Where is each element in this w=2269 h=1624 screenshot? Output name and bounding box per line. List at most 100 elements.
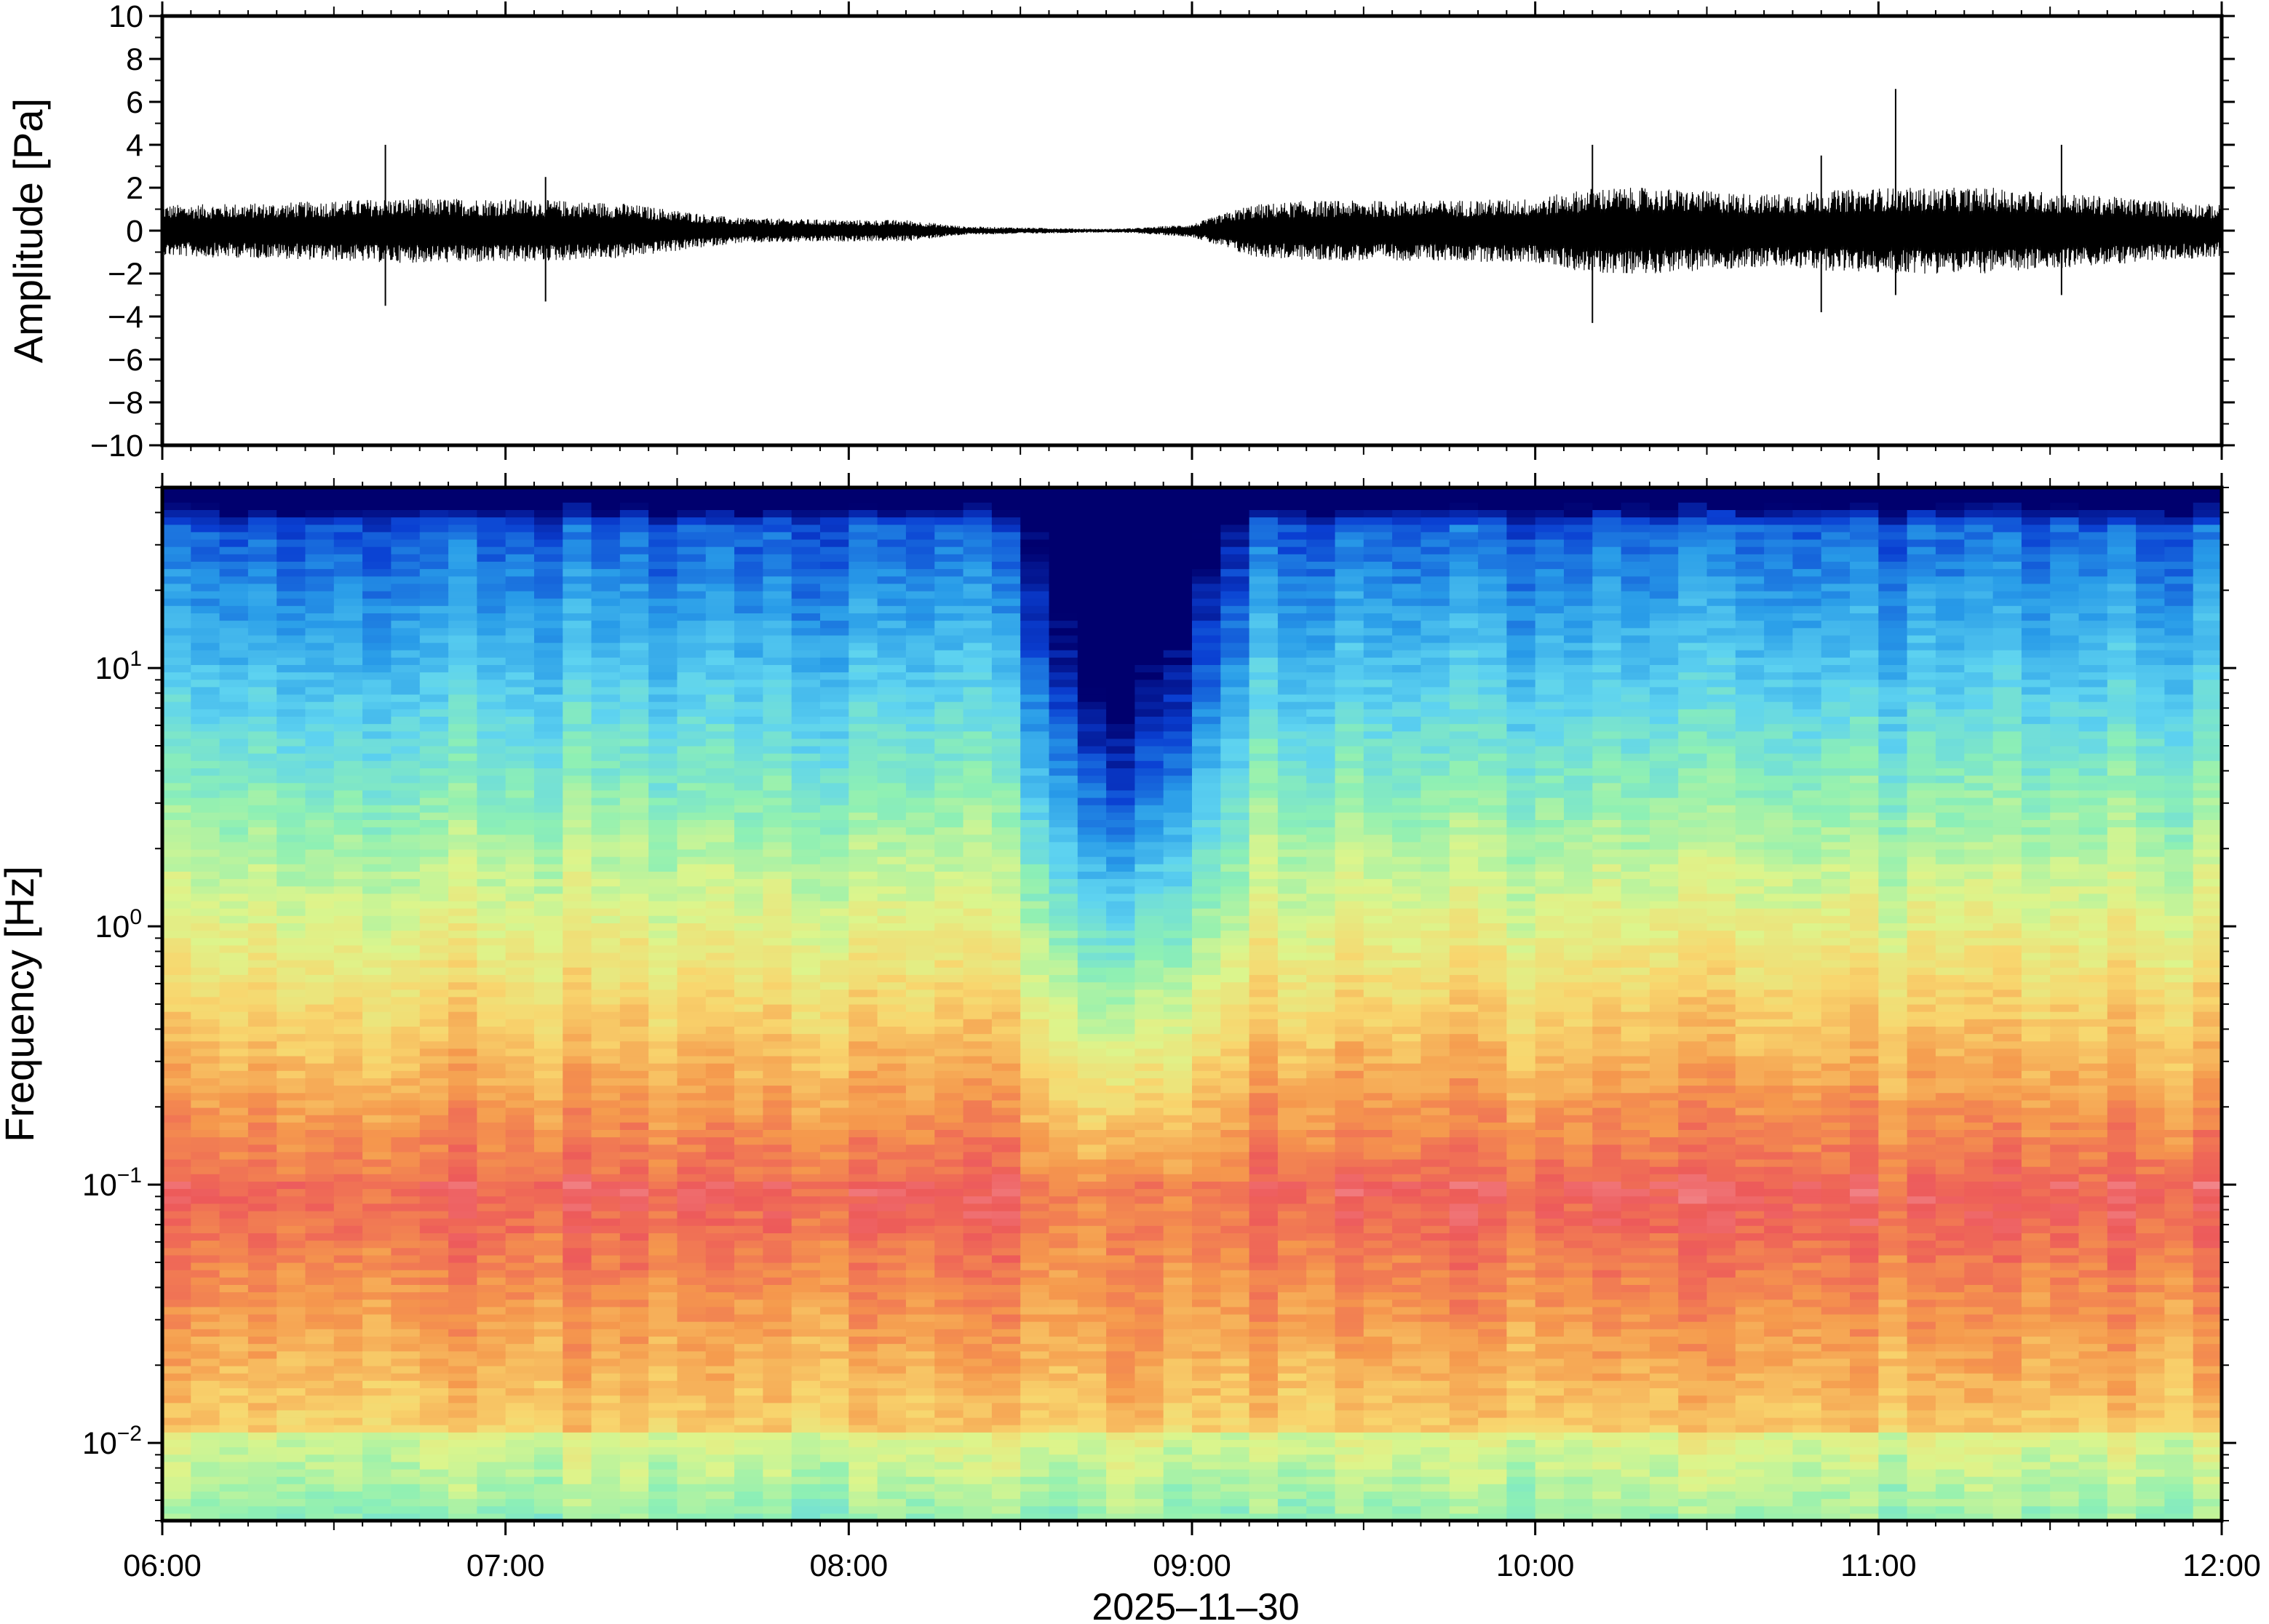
spectrogram-cell <box>820 915 849 923</box>
spectrogram-cell <box>619 1395 649 1404</box>
spectrogram-cell <box>677 1476 707 1484</box>
spectrogram-cell <box>534 746 563 754</box>
spectrogram-cell <box>162 974 191 983</box>
spectrogram-cell <box>677 1225 707 1233</box>
spectrogram-cell <box>333 1019 363 1027</box>
spectrogram-cell <box>391 908 421 916</box>
spectrogram-cell <box>734 694 763 702</box>
spectrogram-cell <box>648 524 678 533</box>
spectrogram-cell <box>1106 885 1135 894</box>
spectrogram-cell <box>591 775 621 784</box>
spectrogram-cell <box>648 1358 678 1366</box>
spectrogram-cell <box>820 1240 849 1249</box>
spectrogram-cell <box>963 878 993 887</box>
spectrogram-cell <box>305 885 335 894</box>
spectrogram-cell <box>791 1011 821 1019</box>
spectrogram-cell <box>820 531 849 540</box>
spectrogram-cell <box>247 753 277 761</box>
spectrogram-cell <box>419 1203 449 1211</box>
spectrogram-cell <box>448 731 477 739</box>
spectrogram-cell <box>391 812 421 820</box>
spectrogram-cell <box>1049 598 1078 606</box>
spectrogram-cell <box>534 1085 563 1094</box>
spectrogram-cell <box>963 1107 993 1115</box>
spectrogram-cell <box>391 1314 421 1322</box>
spectrogram-cell <box>563 495 592 503</box>
spectrogram-cell <box>448 1092 477 1101</box>
spectrogram-cell <box>619 642 649 650</box>
spectrogram-cell <box>648 1004 678 1012</box>
spectrogram-cell <box>791 1099 821 1108</box>
spectrogram-cell <box>877 1254 907 1263</box>
spectrogram-cell <box>391 930 421 939</box>
spectrogram-cell <box>820 1070 849 1078</box>
spectrogram-cell <box>448 1188 477 1197</box>
spectrogram-cell <box>849 1284 878 1293</box>
spectrogram-cell <box>191 664 220 673</box>
spectrogram-cell <box>1106 613 1135 621</box>
spectrogram-cell <box>820 539 849 547</box>
spectrogram-cell <box>734 1439 763 1448</box>
spectrogram-cell <box>247 1078 277 1086</box>
spectrogram-cell <box>448 1099 477 1108</box>
spectrogram-cell <box>534 1432 563 1440</box>
spectrogram-cell <box>734 1277 763 1285</box>
spectrogram-cell <box>1049 546 1078 554</box>
spectrogram-cell <box>1020 1233 1050 1241</box>
spectrogram-cell <box>1077 1151 1107 1160</box>
spectrogram-cell <box>477 1040 506 1049</box>
spectrogram-cell <box>991 944 1021 953</box>
spectrogram-cell <box>277 1092 306 1101</box>
spectrogram-cell <box>162 1358 191 1366</box>
amplitude-tick-label: 10 <box>108 0 143 34</box>
spectrogram-cell <box>247 1402 277 1411</box>
spectrogram-cell <box>849 952 878 960</box>
spectrogram-cell <box>705 944 735 953</box>
spectrogram-cell <box>677 1366 707 1374</box>
spectrogram-cell <box>219 1240 249 1249</box>
spectrogram-cell <box>705 1122 735 1130</box>
spectrogram-cell <box>333 1115 363 1123</box>
spectrogram-cell <box>477 1254 506 1263</box>
spectrogram-cell <box>905 1254 935 1263</box>
spectrogram-cell <box>277 620 306 629</box>
spectrogram-cell <box>477 517 506 525</box>
spectrogram-cell <box>563 1461 592 1470</box>
spectrogram-cell <box>419 1461 449 1470</box>
spectrogram-cell <box>277 1085 306 1094</box>
spectrogram-cell <box>362 1225 392 1233</box>
spectrogram-cell <box>820 1291 849 1300</box>
spectrogram-cell <box>905 1461 935 1470</box>
spectrogram-cell <box>219 1439 249 1448</box>
spectrogram-cell <box>648 797 678 805</box>
spectrogram-cell <box>362 583 392 592</box>
spectrogram-cell <box>877 1409 907 1418</box>
spectrogram-cell <box>1020 1343 1050 1352</box>
spectrogram-cell <box>1049 1195 1078 1204</box>
spectrogram-cell <box>820 1122 849 1130</box>
spectrogram-cell <box>791 937 821 946</box>
spectrogram-cell <box>963 642 993 650</box>
spectrogram-cell <box>648 1432 678 1440</box>
spectrogram-cell <box>963 1144 993 1153</box>
spectrogram-cell <box>1077 576 1107 584</box>
spectrogram-cell <box>963 893 993 901</box>
spectrogram-cell <box>791 1380 821 1388</box>
spectrogram-cell <box>333 657 363 665</box>
spectrogram-cell <box>1106 937 1135 946</box>
spectrogram-cell <box>877 613 907 621</box>
spectrogram-cell <box>477 989 506 998</box>
spectrogram-cell <box>419 797 449 805</box>
spectrogram-cell <box>677 642 707 650</box>
spectrogram-cell <box>705 782 735 791</box>
spectrogram-cell <box>477 627 506 636</box>
spectrogram-cell <box>877 1417 907 1425</box>
spectrogram-cell <box>419 878 449 887</box>
spectrogram-cell <box>419 701 449 709</box>
spectrogram-cell <box>820 716 849 725</box>
spectrogram-cell <box>849 1011 878 1019</box>
spectrogram-cell <box>191 967 220 975</box>
spectrogram-cell <box>877 827 907 835</box>
spectrogram-cell <box>763 1395 792 1404</box>
spectrogram-cell <box>333 930 363 939</box>
